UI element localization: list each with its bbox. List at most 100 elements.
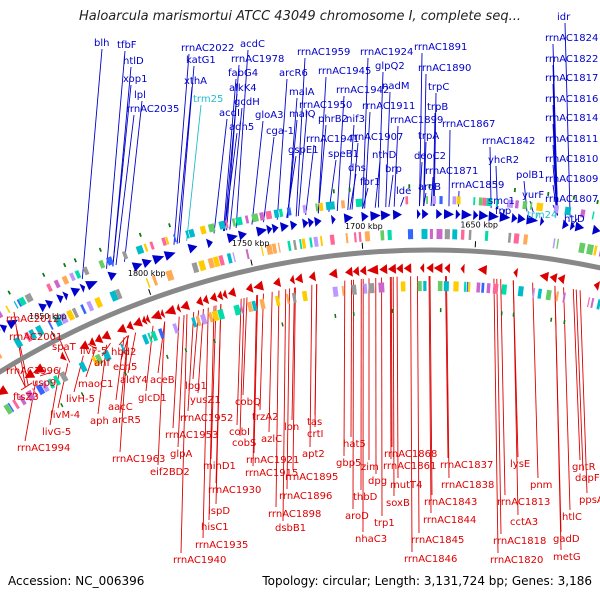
gene-label[interactable]: rrnAC1844	[423, 515, 476, 526]
gene-label[interactable]: gspE1	[288, 145, 319, 156]
gene-label[interactable]: soxB	[386, 498, 410, 509]
gene-label[interactable]: usp9	[32, 378, 56, 389]
gene-label[interactable]: rrnAC1842	[482, 136, 535, 147]
gene-label[interactable]: rrnAC1817	[545, 73, 598, 84]
gene-label[interactable]: trp1	[374, 518, 395, 529]
gene-label[interactable]: glcD1	[138, 393, 167, 404]
gene-label[interactable]: pnm	[530, 480, 552, 491]
gene-label[interactable]: blh	[94, 38, 109, 49]
gene-label[interactable]: malA	[289, 87, 315, 98]
gene-label[interactable]: rrnAC1952	[180, 413, 233, 424]
gene-label[interactable]: aroB	[418, 182, 441, 193]
gene-label[interactable]: gntR	[572, 462, 596, 473]
gene-label[interactable]: rrnAC1824	[545, 33, 598, 44]
gene-label[interactable]: cobS	[232, 438, 256, 449]
gene-label[interactable]: deoC2	[414, 151, 446, 162]
gene-label[interactable]: yurF	[522, 190, 544, 201]
gene-label[interactable]: tas	[307, 417, 322, 428]
gene-label[interactable]: rrnAC1816	[545, 94, 598, 105]
gene-label[interactable]: ispD	[208, 506, 230, 517]
gene-label[interactable]: aph	[90, 416, 109, 427]
gene-label[interactable]: rrnAC1940	[173, 555, 226, 566]
gene-label[interactable]: nadM	[382, 81, 409, 92]
gene-label[interactable]: tfbF	[117, 40, 137, 51]
gene-label[interactable]: lpg1	[185, 381, 207, 392]
gene-label[interactable]: aroD	[345, 511, 369, 522]
gene-label[interactable]: dhs	[348, 163, 366, 174]
gene-label[interactable]: rrnAC1896	[279, 491, 332, 502]
gene-label[interactable]: cobI	[229, 427, 250, 438]
gene-label[interactable]: arcR6	[279, 68, 308, 79]
gene-label[interactable]: azlC	[261, 434, 282, 445]
gene-label[interactable]: rrnAC1838	[441, 480, 494, 491]
gene-label[interactable]: rrnAC1915	[245, 468, 298, 479]
gene-label[interactable]: hat5	[343, 439, 366, 450]
gene-label[interactable]: thbD	[353, 492, 378, 503]
gene-label[interactable]: cobQ	[235, 397, 261, 408]
gene-label[interactable]: lysE	[510, 459, 530, 470]
gene-label[interactable]: katG1	[186, 55, 216, 66]
gene-label[interactable]: fabG4	[228, 68, 258, 79]
gene-label[interactable]: trm24	[527, 210, 557, 221]
gene-label[interactable]: trzA2	[252, 412, 278, 423]
gene-label[interactable]: yusZ1	[190, 395, 221, 406]
gene-label[interactable]: rrnAC1811	[545, 134, 598, 145]
gene-label[interactable]: rrnAC1942	[336, 85, 389, 96]
gene-label[interactable]: xthA	[184, 76, 207, 87]
gene-label[interactable]: rrnAC1807	[545, 194, 598, 205]
gene-label[interactable]: rrnAC1907	[350, 132, 403, 143]
gene-label[interactable]: trpC	[428, 82, 449, 93]
gene-label[interactable]: gcdH	[234, 97, 260, 108]
gene-label[interactable]: rrnAC1814	[545, 113, 598, 124]
gene-label[interactable]: speB1	[328, 149, 359, 160]
gene-label[interactable]: lon	[284, 422, 299, 433]
gene-label[interactable]: zim	[361, 462, 379, 473]
gene-label[interactable]: rrnAC1899	[390, 115, 443, 126]
gene-label[interactable]: idr	[557, 12, 571, 23]
gene-label[interactable]: rrnAC1871	[425, 166, 478, 177]
gene-label[interactable]: rrnAC2022	[181, 43, 234, 54]
gene-label[interactable]: alkK4	[229, 83, 257, 94]
gene-label[interactable]: rrnAC1959	[297, 47, 350, 58]
gene-label[interactable]: rrnAC1963	[112, 454, 165, 465]
gene-label[interactable]: rrnAC1820	[490, 555, 543, 566]
gene-label[interactable]: livM-4	[50, 410, 80, 421]
gene-label[interactable]: rrnAC1924	[360, 47, 413, 58]
gene-label[interactable]: gbp5	[336, 458, 361, 469]
gene-label[interactable]: rrnAC1822	[545, 54, 598, 65]
gene-label[interactable]: rrnAC1898	[268, 509, 321, 520]
gene-label[interactable]: rrnAC1921	[246, 455, 299, 466]
gene-label[interactable]: rrnAC2012	[6, 314, 59, 325]
gene-label[interactable]: livG-5	[42, 427, 71, 438]
gene-label[interactable]: lde	[396, 186, 411, 197]
gene-label[interactable]: glpA	[170, 449, 192, 460]
gene-label[interactable]: dapF	[575, 473, 600, 484]
gene-label[interactable]: livH-5	[66, 394, 95, 405]
gene-label[interactable]: rrnAC1996	[6, 366, 59, 377]
gene-label[interactable]: metG	[553, 552, 581, 563]
gene-label[interactable]: cctA3	[510, 517, 538, 528]
gene-label[interactable]: dpg	[368, 476, 387, 487]
gene-label[interactable]: adh5	[229, 122, 254, 133]
gene-label[interactable]: rrnAC1891	[414, 42, 467, 53]
gene-label[interactable]: rrnAC1846	[404, 554, 457, 565]
gene-label[interactable]: nif3	[346, 114, 365, 125]
gene-label[interactable]: rrnAC1994	[17, 443, 70, 454]
gene-label[interactable]: malQ	[289, 109, 316, 120]
gene-label[interactable]: aacC	[108, 402, 133, 413]
gene-label[interactable]: htlD	[564, 214, 585, 225]
gene-label[interactable]: polB1	[516, 170, 544, 181]
gene-label[interactable]: rrnAC1859	[451, 180, 504, 191]
gene-label[interactable]: rrnAC1895	[285, 472, 338, 483]
gene-label[interactable]: rrnAC1818	[493, 536, 546, 547]
gene-label[interactable]: rrnAC1845	[411, 535, 464, 546]
gene-label[interactable]: trpA	[418, 131, 439, 142]
gene-label[interactable]: rrnAC1890	[418, 63, 471, 74]
gene-label[interactable]: fnp	[495, 206, 511, 217]
gene-label[interactable]: ftsZ3	[13, 392, 39, 403]
gene-label[interactable]: gadD	[553, 534, 580, 545]
gene-label[interactable]: rrnAC1861	[383, 461, 436, 472]
gene-label[interactable]: nhaC3	[355, 534, 387, 545]
gene-label[interactable]: rrnAC1945	[318, 66, 371, 77]
